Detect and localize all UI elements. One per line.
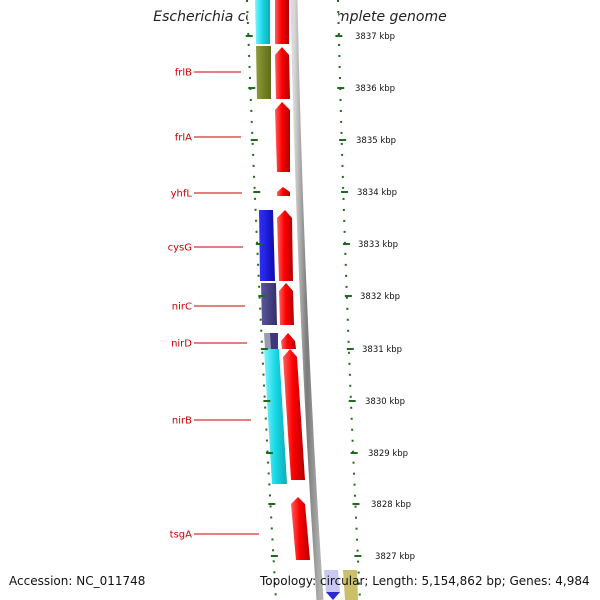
kbp-label: 3830 kbp xyxy=(365,397,405,407)
cds-arrow-tsgA[interactable] xyxy=(291,497,310,560)
feature-block-slate-small[interactable] xyxy=(270,333,278,349)
feature-block-cyan-nirB[interactable] xyxy=(264,349,287,484)
gene-label-frlB[interactable]: frlB xyxy=(175,68,192,79)
kbp-label: 3831 kbp xyxy=(362,345,402,355)
feature-block-slate[interactable] xyxy=(261,283,277,325)
kbp-label: 3837 kbp xyxy=(355,32,395,42)
cds-arrow-nirD[interactable] xyxy=(281,333,296,349)
cds-arrow-yhfL[interactable] xyxy=(277,187,290,196)
gene-label-yhfL[interactable]: yhfL xyxy=(171,189,193,200)
cds-arrow-nirC[interactable] xyxy=(279,283,294,325)
kbp-tick-layer: 3837 kbp 3836 kbp 3835 kbp 3834 kbp 3833 kbp… xyxy=(245,32,415,562)
gene-label-nirB[interactable]: nirB xyxy=(172,416,192,427)
cds-arrow-frlA[interactable] xyxy=(275,102,290,172)
feature-block-olive[interactable] xyxy=(256,46,271,99)
feature-block-cyan-top[interactable] xyxy=(255,0,270,44)
gene-label-frlA[interactable]: frlA xyxy=(175,133,192,144)
feature-block-khaki[interactable] xyxy=(343,570,358,600)
gene-label-nirC[interactable]: nirC xyxy=(172,302,192,313)
cds-arrow-nirB[interactable] xyxy=(283,349,305,480)
kbp-label: 3829 kbp xyxy=(368,449,408,459)
gene-label-tsgA[interactable]: tsgA xyxy=(170,530,192,541)
kbp-label: 3827 kbp xyxy=(375,552,415,562)
cds-arrow-cysG[interactable] xyxy=(277,210,293,281)
feature-block-blue-arrow[interactable] xyxy=(326,592,340,600)
accession-label: Accession: NC_011748 xyxy=(9,574,146,588)
kbp-label: 3832 kbp xyxy=(360,292,400,302)
cds-arrow-frlB[interactable] xyxy=(275,47,290,99)
feature-block-blue[interactable] xyxy=(259,210,275,281)
kbp-label: 3828 kbp xyxy=(371,500,411,510)
kbp-label: 3833 kbp xyxy=(358,240,398,250)
kbp-label: 3835 kbp xyxy=(356,136,396,146)
gene-label-layer: frlB frlA yhfL cysG nirC nirD nirB tsgA xyxy=(168,68,259,541)
cds-arrow-top[interactable] xyxy=(275,0,289,44)
topology-label: Topology: circular; Length: 5,154,862 bp… xyxy=(260,574,590,588)
genome-backbone xyxy=(290,0,324,600)
kbp-label: 3834 kbp xyxy=(357,188,397,198)
gene-label-nirD[interactable]: nirD xyxy=(171,339,192,350)
gene-label-cysG[interactable]: cysG xyxy=(168,243,192,254)
kbp-label: 3836 kbp xyxy=(355,84,395,94)
